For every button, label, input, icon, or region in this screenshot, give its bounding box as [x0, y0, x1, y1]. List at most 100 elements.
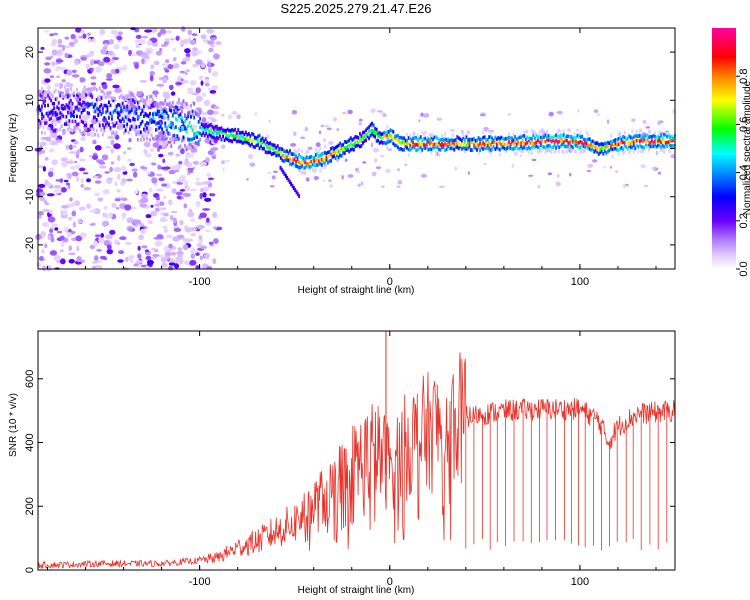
- spectrogram-trace-cell: [339, 147, 342, 151]
- spectrogram-noise-cell: [222, 168, 225, 172]
- spectrogram-trace-cell: [313, 159, 316, 163]
- spectrogram-noise-cell: [80, 184, 84, 188]
- spectrogram-trace-cell: [267, 146, 270, 150]
- spectrogram-noise-cell: [73, 160, 78, 164]
- spectrogram-noise-cell: [161, 207, 167, 210]
- spectrogram-trace-cell: [498, 141, 501, 145]
- spectrogram-trace-cell: [508, 132, 510, 136]
- spectrogram-trace-cell: [547, 138, 550, 142]
- spectrogram-trace-cell: [432, 143, 434, 147]
- spectrogram-noise-cell: [111, 121, 115, 125]
- spectrogram-trace-cell: [419, 142, 422, 146]
- spectrogram-trace-cell: [121, 109, 124, 113]
- spectrogram-trace-cell: [562, 140, 565, 145]
- spectrogram-noise-cell: [72, 221, 77, 228]
- spectrogram-trace-cell: [51, 112, 54, 117]
- spectrogram-trace-cell: [620, 146, 623, 150]
- spectrogram-noise-cell: [385, 168, 391, 174]
- spectrogram-trace-cell: [427, 140, 430, 144]
- spectrogram-trace-cell: [121, 96, 124, 100]
- spectrogram-trace-cell: [62, 114, 65, 119]
- spectrogram-trace-cell: [162, 130, 165, 135]
- spectrogram-trace-cell: [273, 146, 276, 150]
- spectrogram-trace-cell: [457, 146, 460, 151]
- spectrogram-trace-cell: [415, 142, 418, 147]
- spectrogram-trace-cell: [219, 129, 221, 134]
- spectrogram-noise-cell: [190, 232, 196, 237]
- spectrogram-noise-cell: [199, 187, 205, 193]
- spectrogram-trace-cell: [494, 140, 497, 145]
- spectrogram-noise-cell: [52, 32, 59, 36]
- spectrogram-trace-cell: [199, 131, 202, 136]
- spectrogram-trace-cell: [651, 135, 653, 139]
- spectrogram-noise-cell: [155, 196, 160, 201]
- spectrogram-trace-cell: [485, 141, 488, 146]
- spectrogram-trace-cell: [167, 116, 170, 121]
- spectrogram-noise-cell: [168, 265, 174, 271]
- spectrogram-trace-cell: [654, 139, 656, 143]
- spectrogram-trace-cell: [588, 137, 591, 141]
- spectrogram-noise-cell: [73, 38, 79, 44]
- spectrogram-trace-cell: [74, 128, 77, 132]
- spectrogram-noise-cell: [614, 170, 619, 173]
- spectrogram-trace-cell: [146, 121, 148, 125]
- spectrogram-trace-cell: [66, 88, 69, 92]
- spectrogram-cells: [34, 26, 676, 272]
- spectrogram-trace-cell: [322, 151, 325, 156]
- spectrogram-trace-cell: [89, 93, 92, 98]
- spectrogram-trace-cell: [530, 129, 533, 133]
- spectrogram-trace-cell: [247, 138, 250, 142]
- spectrogram-trace-cell: [425, 142, 428, 147]
- spectrogram-trace-cell: [284, 154, 287, 159]
- spectrogram-trace-cell: [447, 137, 450, 141]
- spectrogram-trace-cell: [482, 135, 485, 140]
- spectrogram-trace-cell: [222, 134, 224, 139]
- spectrogram-trace-cell: [462, 142, 465, 147]
- spectrogram-trace-cell: [57, 119, 60, 124]
- spectrogram-trace-cell: [568, 140, 571, 145]
- spectrogram-trace-cell: [196, 141, 199, 146]
- spectrogram-trace-cell: [468, 137, 471, 142]
- spectrogram-trace-cell: [66, 94, 69, 99]
- spectrogram-trace-cell: [663, 145, 666, 149]
- spectrogram-trace-cell: [316, 163, 319, 167]
- spectrogram-trace-cell: [313, 163, 316, 167]
- spectrogram-trace-cell: [445, 143, 448, 147]
- spectrogram-trace-cell: [436, 141, 439, 146]
- spectrogram-trace-cell: [101, 106, 104, 111]
- spectrogram-noise-cell: [139, 80, 148, 83]
- spectrogram-trace-cell: [520, 141, 523, 145]
- spectrogram-trace-cell: [401, 136, 404, 141]
- spectrogram-noise-cell: [158, 153, 164, 158]
- spectrogram-trace-cell: [523, 145, 526, 150]
- spectrogram-trace-cell: [584, 145, 586, 149]
- spectrogram-trace-cell: [512, 142, 515, 147]
- spectrogram-trace-cell: [63, 122, 66, 126]
- spectrogram-trace-cell: [279, 149, 282, 153]
- spectrogram-noise-cell: [94, 255, 99, 262]
- spectrogram-trace-cell: [117, 89, 119, 93]
- spectrogram-trace-cell: [562, 129, 565, 134]
- spectrogram-noise-cell: [162, 212, 169, 217]
- spectrogram-trace-cell: [362, 141, 364, 145]
- spectrogram-trace-cell: [79, 129, 81, 133]
- spectrogram-trace-cell: [266, 150, 269, 155]
- spectrogram-trace-cell: [212, 131, 215, 135]
- spectrogram-trace-cell: [424, 136, 427, 141]
- spectrogram-trace-cell: [590, 148, 593, 152]
- spectrogram-trace-cell: [632, 135, 635, 139]
- spectrogram-trace-cell: [465, 147, 468, 151]
- spectrogram-trace-cell: [109, 126, 112, 130]
- spectrogram-noise-cell: [254, 112, 258, 116]
- spectrogram-trace-cell: [578, 146, 580, 150]
- spectrogram-trace-cell: [111, 114, 113, 118]
- spectrogram-trace-cell: [317, 159, 320, 163]
- spectrogram-trace-cell: [454, 138, 457, 142]
- spectrogram-noise-cell: [190, 147, 198, 153]
- snr-y-label: SNR (10 * v/v): [8, 393, 19, 457]
- spectrogram-trace-cell: [488, 141, 491, 145]
- spectrogram-trace-cell: [509, 142, 512, 147]
- spectrogram-trace-cell: [57, 101, 60, 105]
- spectrogram-trace-cell: [226, 127, 229, 132]
